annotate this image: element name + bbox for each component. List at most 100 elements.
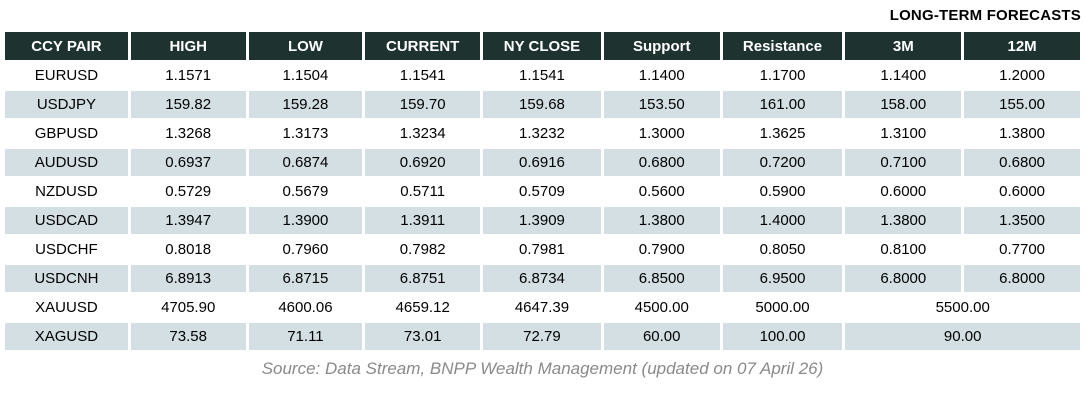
table-cell: 153.50 [603,91,720,118]
table-cell: 6.8000 [964,265,1080,292]
table-cell: 1.3500 [964,207,1080,234]
table-row: XAUUSD 4705.90 4600.06 4659.12 4647.39 4500.0… [5,294,1080,321]
table-cell: 1.3234 [365,120,481,147]
table-cell: 1.1700 [722,62,843,89]
column-header-high: HIGH [130,32,246,60]
table-cell: 0.6000 [845,178,962,205]
table-cell: 0.6800 [964,149,1080,176]
table-cell: 0.8018 [130,236,246,263]
table-cell: 0.8050 [722,236,843,263]
table-cell: 1.2000 [964,62,1080,89]
table-cell: 0.6937 [130,149,246,176]
column-header-ny-close: NY CLOSE [483,32,601,60]
table-cell: 6.8913 [130,265,246,292]
merged-forecast-cell: 5500.00 [845,294,1080,321]
ccy-pair-cell: USDCNH [5,265,128,292]
table-cell: 158.00 [845,91,962,118]
table-cell: 1.1541 [483,62,601,89]
table-cell: 4500.00 [603,294,720,321]
table-cell: 0.7960 [248,236,363,263]
header-row: CCY PAIR HIGH LOW CURRENT NY CLOSE Support Res… [5,32,1080,60]
ccy-pair-cell: USDCHF [5,236,128,263]
ccy-pair-cell: XAUUSD [5,294,128,321]
table-cell: 1.1400 [845,62,962,89]
table-row: EURUSD 1.1571 1.1504 1.1541 1.1541 1.1400 1.17… [5,62,1080,89]
table-cell: 1.3173 [248,120,363,147]
merged-forecast-cell: 90.00 [845,323,1080,350]
column-header-support: Support [603,32,720,60]
table-cell: 1.1400 [603,62,720,89]
table-cell: 0.5709 [483,178,601,205]
table-row: USDCAD 1.3947 1.3900 1.3911 1.3909 1.3800 1.40… [5,207,1080,234]
ccy-pair-cell: GBPUSD [5,120,128,147]
table-cell: 161.00 [722,91,843,118]
column-header-resistance: Resistance [722,32,843,60]
table-cell: 1.3900 [248,207,363,234]
table-cell: 0.7700 [964,236,1080,263]
table-cell: 1.3800 [845,207,962,234]
column-header-12m: 12M [964,32,1080,60]
table-row: AUDUSD 0.6937 0.6874 0.6920 0.6916 0.6800 0.72… [5,149,1080,176]
table-cell: 1.1571 [130,62,246,89]
table-cell: 155.00 [964,91,1080,118]
table-cell: 4659.12 [365,294,481,321]
table-cell: 4705.90 [130,294,246,321]
table-cell: 1.3909 [483,207,601,234]
ccy-pair-cell: AUDUSD [5,149,128,176]
table-row: USDJPY 159.82 159.28 159.70 159.68 153.50 161.… [5,91,1080,118]
table-cell: 1.3100 [845,120,962,147]
table-row: NZDUSD 0.5729 0.5679 0.5711 0.5709 0.5600 0.59… [5,178,1080,205]
table-row: GBPUSD 1.3268 1.3173 1.3234 1.3232 1.3000 1.36… [5,120,1080,147]
table-cell: 159.28 [248,91,363,118]
ccy-pair-cell: USDCAD [5,207,128,234]
title-row: LONG-TERM FORECASTS [0,0,1085,30]
table-cell: 159.70 [365,91,481,118]
table-row: USDCNH 6.8913 6.8715 6.8751 6.8734 6.8500 6.95… [5,265,1080,292]
table-cell: 1.1541 [365,62,481,89]
table-cell: 6.8000 [845,265,962,292]
table-cell: 6.8751 [365,265,481,292]
page-title: LONG-TERM FORECASTS [889,7,1081,24]
table-cell: 1.3800 [603,207,720,234]
table-row: XAGUSD 73.58 71.11 73.01 72.79 60.00 100.00 90.… [5,323,1080,350]
table-cell: 1.4000 [722,207,843,234]
table-cell: 1.3625 [722,120,843,147]
table-cell: 72.79 [483,323,601,350]
column-header-ccy-pair: CCY PAIR [5,32,128,60]
table-cell: 159.68 [483,91,601,118]
table-cell: 71.11 [248,323,363,350]
forecast-table: CCY PAIR HIGH LOW CURRENT NY CLOSE Support Res… [2,30,1083,352]
table-cell: 0.5900 [722,178,843,205]
table-cell: 4600.06 [248,294,363,321]
table-cell: 6.8500 [603,265,720,292]
table-cell: 0.6800 [603,149,720,176]
ccy-pair-cell: XAGUSD [5,323,128,350]
table-cell: 1.3000 [603,120,720,147]
table-cell: 1.3947 [130,207,246,234]
column-header-low: LOW [248,32,363,60]
table-cell: 1.3800 [964,120,1080,147]
table-cell: 0.6874 [248,149,363,176]
table-cell: 1.1504 [248,62,363,89]
table-cell: 73.01 [365,323,481,350]
ccy-pair-cell: EURUSD [5,62,128,89]
table-cell: 0.6000 [964,178,1080,205]
table-cell: 0.5679 [248,178,363,205]
table-cell: 73.58 [130,323,246,350]
table-cell: 6.8715 [248,265,363,292]
table-cell: 0.5711 [365,178,481,205]
table-cell: 5000.00 [722,294,843,321]
table-row: USDCHF 0.8018 0.7960 0.7982 0.7981 0.7900 0.80… [5,236,1080,263]
table-cell: 0.6920 [365,149,481,176]
table-cell: 4647.39 [483,294,601,321]
table-cell: 6.9500 [722,265,843,292]
table-cell: 6.8734 [483,265,601,292]
source-note: Source: Data Stream, BNPP Wealth Managem… [261,359,824,378]
table-cell: 159.82 [130,91,246,118]
ccy-pair-cell: USDJPY [5,91,128,118]
table-cell: 0.7200 [722,149,843,176]
table-cell: 0.6916 [483,149,601,176]
table-cell: 1.3268 [130,120,246,147]
ccy-pair-cell: NZDUSD [5,178,128,205]
